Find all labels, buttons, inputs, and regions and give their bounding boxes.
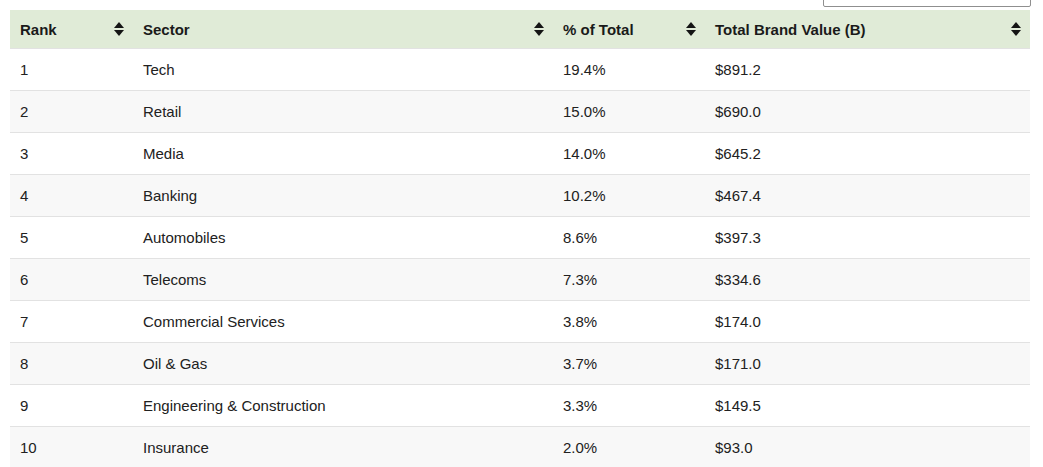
rank-cell: 7	[10, 301, 133, 343]
percent-cell: 8.6%	[553, 217, 705, 259]
column-header-total-brand-value[interactable]: Total Brand Value (B)	[705, 10, 1030, 49]
table-body: 1 Tech 19.4% $891.2 2 Retail 15.0% $690.…	[10, 49, 1030, 467]
percent-cell: 2.0%	[553, 427, 705, 467]
table-row[interactable]: 7 Commercial Services 3.8% $174.0	[10, 301, 1030, 343]
value-cell: $149.5	[705, 385, 1030, 427]
table-row[interactable]: 1 Tech 19.4% $891.2	[10, 49, 1030, 91]
rank-cell: 8	[10, 343, 133, 385]
table-row[interactable]: 9 Engineering & Construction 3.3% $149.5	[10, 385, 1030, 427]
value-cell: $93.0	[705, 427, 1030, 467]
table-row[interactable]: 6 Telecoms 7.3% $334.6	[10, 259, 1030, 301]
table-search-input[interactable]	[823, 0, 1031, 7]
table-row[interactable]: 4 Banking 10.2% $467.4	[10, 175, 1030, 217]
rank-cell: 9	[10, 385, 133, 427]
column-label-total-brand-value: Total Brand Value (B)	[715, 21, 866, 38]
column-header-percent-of-total[interactable]: % of Total	[553, 10, 705, 49]
sort-updown-icon[interactable]	[114, 22, 124, 36]
sector-brand-value-table: Rank Sector % of Total	[10, 10, 1030, 467]
percent-cell: 3.8%	[553, 301, 705, 343]
value-cell: $334.6	[705, 259, 1030, 301]
table-row[interactable]: 8 Oil & Gas 3.7% $171.0	[10, 343, 1030, 385]
value-cell: $174.0	[705, 301, 1030, 343]
rank-cell: 2	[10, 91, 133, 133]
table-row[interactable]: 10 Insurance 2.0% $93.0	[10, 427, 1030, 467]
sector-cell: Tech	[133, 49, 553, 91]
value-cell: $467.4	[705, 175, 1030, 217]
column-label-percent-of-total: % of Total	[563, 21, 634, 38]
sort-updown-icon[interactable]	[1011, 22, 1021, 36]
value-cell: $171.0	[705, 343, 1030, 385]
sort-updown-icon[interactable]	[686, 22, 696, 36]
sector-cell: Retail	[133, 91, 553, 133]
percent-cell: 19.4%	[553, 49, 705, 91]
rank-cell: 4	[10, 175, 133, 217]
table-row[interactable]: 5 Automobiles 8.6% $397.3	[10, 217, 1030, 259]
percent-cell: 14.0%	[553, 133, 705, 175]
column-label-rank: Rank	[20, 21, 57, 38]
percent-cell: 15.0%	[553, 91, 705, 133]
column-header-sector[interactable]: Sector	[133, 10, 553, 49]
sector-cell: Insurance	[133, 427, 553, 467]
rank-cell: 1	[10, 49, 133, 91]
sector-cell: Telecoms	[133, 259, 553, 301]
sector-cell: Commercial Services	[133, 301, 553, 343]
table-row[interactable]: 2 Retail 15.0% $690.0	[10, 91, 1030, 133]
sector-cell: Media	[133, 133, 553, 175]
sortable-table-widget: Rank Sector % of Total	[0, 0, 1043, 467]
percent-cell: 3.7%	[553, 343, 705, 385]
value-cell: $645.2	[705, 133, 1030, 175]
sector-cell: Engineering & Construction	[133, 385, 553, 427]
sort-updown-icon[interactable]	[534, 22, 544, 36]
rank-cell: 5	[10, 217, 133, 259]
value-cell: $397.3	[705, 217, 1030, 259]
column-label-sector: Sector	[143, 21, 190, 38]
rank-cell: 6	[10, 259, 133, 301]
rank-cell: 3	[10, 133, 133, 175]
header-row: Rank Sector % of Total	[10, 10, 1030, 49]
column-header-rank[interactable]: Rank	[10, 10, 133, 49]
table-header: Rank Sector % of Total	[10, 10, 1030, 49]
rank-cell: 10	[10, 427, 133, 467]
value-cell: $891.2	[705, 49, 1030, 91]
sector-cell: Automobiles	[133, 217, 553, 259]
percent-cell: 10.2%	[553, 175, 705, 217]
table-row[interactable]: 3 Media 14.0% $645.2	[10, 133, 1030, 175]
percent-cell: 7.3%	[553, 259, 705, 301]
percent-cell: 3.3%	[553, 385, 705, 427]
value-cell: $690.0	[705, 91, 1030, 133]
sector-cell: Banking	[133, 175, 553, 217]
sector-cell: Oil & Gas	[133, 343, 553, 385]
